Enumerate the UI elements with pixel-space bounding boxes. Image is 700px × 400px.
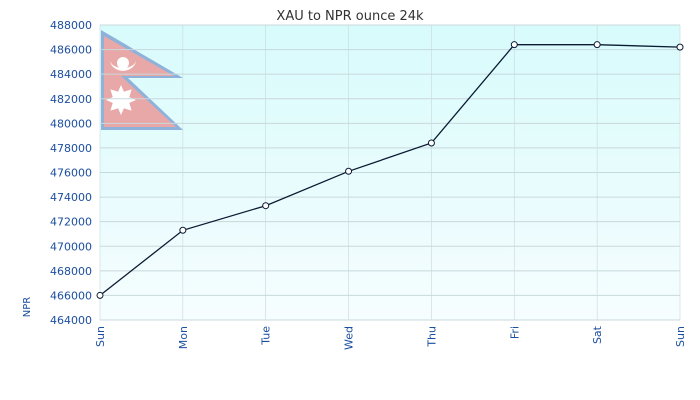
series-markers: [96, 41, 684, 299]
y-tick-label: 480000: [50, 117, 92, 130]
y-tick-label: 478000: [50, 142, 92, 155]
y-tick-label: 484000: [50, 68, 92, 81]
x-axis-ticks: Sun Mon Tue Wed Thu Fri Sat Sun: [94, 325, 687, 350]
y-tick-label: 470000: [50, 240, 92, 253]
y-axis-ticks: 464000 466000 468000 470000 472000 474000 4760…: [50, 19, 92, 327]
series-line: [99, 44, 681, 296]
x-tick-label: Sun: [94, 326, 107, 347]
chart-title: XAU to NPR ounce 24k: [276, 9, 424, 24]
y-tick-label: 476000: [50, 167, 92, 180]
data-point: [427, 139, 435, 147]
y-tick-label: 482000: [50, 93, 92, 106]
gridlines: [99, 24, 681, 321]
data-point: [96, 291, 104, 299]
y-tick-label: 464000: [50, 314, 92, 327]
x-tick-label: Sun: [674, 326, 687, 347]
y-tick-label: 472000: [50, 216, 92, 229]
y-tick-label: 468000: [50, 265, 92, 278]
y-tick-label: 488000: [50, 19, 92, 32]
y-tick-label: 466000: [50, 289, 92, 302]
y-tick-label: 474000: [50, 191, 92, 204]
data-point: [593, 41, 601, 49]
x-tick-label: Tue: [260, 326, 273, 346]
data-point: [676, 43, 684, 51]
y-axis-label: NPR: [22, 297, 33, 318]
y-tick-label: 486000: [50, 44, 92, 57]
x-tick-label: Mon: [177, 326, 190, 349]
data-point: [510, 41, 518, 49]
data-point: [179, 226, 187, 234]
data-point: [262, 202, 270, 210]
nepal-flag-icon: [101, 30, 183, 130]
x-tick-label: Fri: [508, 326, 521, 339]
x-tick-label: Sat: [591, 325, 604, 344]
x-tick-label: Thu: [425, 326, 438, 348]
x-tick-label: Wed: [343, 326, 356, 350]
data-point: [345, 167, 353, 175]
